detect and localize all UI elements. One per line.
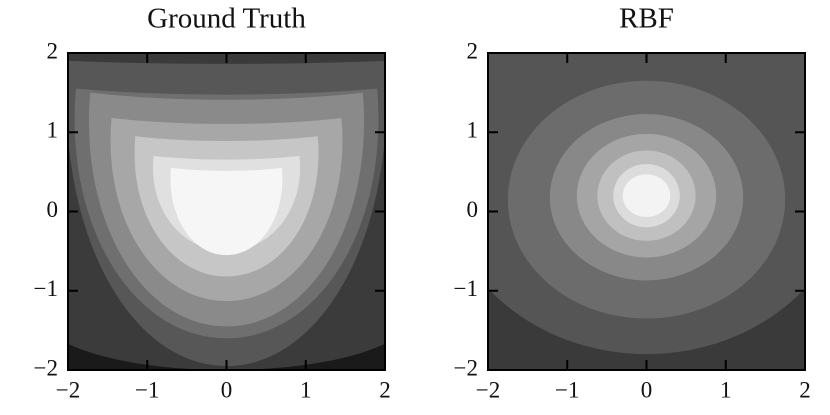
- contour-bands: [488, 53, 805, 355]
- y-tick-label: −1: [34, 276, 58, 301]
- x-tick-label: −1: [135, 377, 159, 402]
- chart-title: Ground Truth: [147, 3, 306, 35]
- chart-title: RBF: [619, 3, 674, 35]
- y-tick-label: 1: [47, 118, 59, 143]
- chart-panel: Ground Truth −2 −1 0 1 2 −2 −1 0 1 2: [34, 3, 391, 403]
- x-tick-label: −2: [56, 377, 80, 402]
- y-tick-label: 2: [467, 38, 479, 63]
- plot-area: [68, 53, 385, 370]
- contour-band: [170, 167, 283, 256]
- y-tick-label: −2: [454, 355, 478, 380]
- x-tick-label: 2: [799, 377, 811, 402]
- chart-panel: RBF −2 −1 0 1 2 −2 −1 0 1 2: [454, 3, 811, 403]
- x-tick-label: −1: [555, 377, 579, 402]
- plot-area: [488, 53, 805, 370]
- y-tick-label: −1: [454, 276, 478, 301]
- x-tick-label: 1: [300, 377, 312, 402]
- x-tick-label: 1: [720, 377, 732, 402]
- y-tick-label: 2: [47, 38, 59, 63]
- x-tick-label: 0: [641, 377, 653, 402]
- x-tick-label: 0: [221, 377, 233, 402]
- y-tick-label: 0: [47, 197, 59, 222]
- y-tick-label: 0: [467, 197, 479, 222]
- x-tick-label: 2: [379, 377, 391, 402]
- y-tick-label: 1: [467, 118, 479, 143]
- y-tick-label: −2: [34, 355, 58, 380]
- x-tick-label: −2: [476, 377, 500, 402]
- contour-bands: [68, 53, 385, 370]
- contour-band: [622, 174, 671, 218]
